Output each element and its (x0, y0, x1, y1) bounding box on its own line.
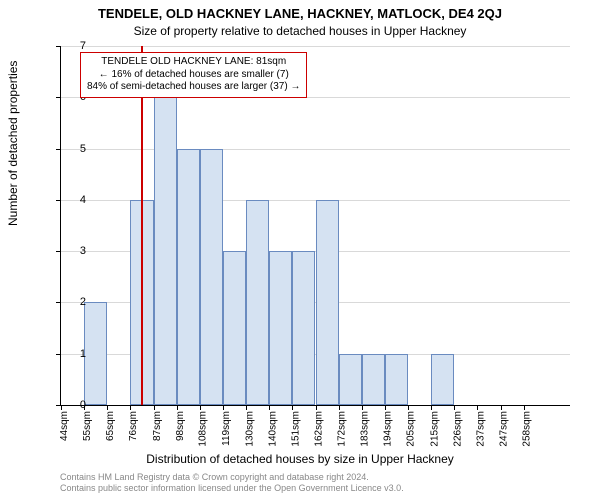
reference-line (141, 46, 143, 405)
annotation-line1: TENDELE OLD HACKNEY LANE: 81sqm (87, 56, 300, 69)
histogram-bar (223, 251, 246, 405)
xtick-mark (339, 405, 340, 410)
chart-title-sub: Size of property relative to detached ho… (0, 24, 600, 38)
ytick-label: 4 (80, 194, 86, 206)
ytick-mark (56, 251, 61, 252)
footer-line1: Contains HM Land Registry data © Crown c… (60, 472, 404, 483)
ytick-mark (56, 354, 61, 355)
ytick-label: 7 (80, 40, 86, 52)
annotation-box: TENDELE OLD HACKNEY LANE: 81sqm ← 16% of… (80, 52, 307, 98)
xtick-mark (154, 405, 155, 410)
xtick-mark (107, 405, 108, 410)
xtick-label: 183sqm (360, 411, 371, 447)
xtick-label: 151sqm (290, 411, 301, 447)
xtick-label: 172sqm (337, 411, 348, 447)
footer-attribution: Contains HM Land Registry data © Crown c… (60, 472, 404, 495)
xtick-mark (130, 405, 131, 410)
xtick-label: 130sqm (244, 411, 255, 447)
ytick-mark (56, 200, 61, 201)
xtick-label: 76sqm (128, 411, 139, 441)
xtick-label: 44sqm (59, 411, 70, 441)
xtick-mark (454, 405, 455, 410)
histogram-bar (154, 97, 177, 405)
ytick-label: 1 (80, 348, 86, 360)
xtick-label: 205sqm (406, 411, 417, 447)
xtick-mark (269, 405, 270, 410)
histogram-bar (339, 354, 362, 405)
ytick-label: 5 (80, 143, 86, 155)
xtick-label: 258sqm (522, 411, 533, 447)
x-axis-label: Distribution of detached houses by size … (0, 452, 600, 466)
ytick-label: 3 (80, 245, 86, 257)
histogram-bar (269, 251, 292, 405)
histogram-bar (84, 302, 107, 405)
plot-area: 44sqm55sqm65sqm76sqm87sqm98sqm108sqm119s… (60, 46, 570, 406)
ytick-label: 2 (80, 296, 86, 308)
chart-title-main: TENDELE, OLD HACKNEY LANE, HACKNEY, MATL… (0, 6, 600, 21)
ytick-mark (56, 149, 61, 150)
histogram-bar (246, 200, 269, 405)
ytick-label: 0 (80, 399, 86, 411)
xtick-label: 140sqm (267, 411, 278, 447)
xtick-mark (61, 405, 62, 410)
xtick-mark (246, 405, 247, 410)
annotation-line2: ← 16% of detached houses are smaller (7) (87, 69, 300, 82)
histogram-bar (385, 354, 408, 405)
xtick-label: 226sqm (452, 411, 463, 447)
xtick-mark (316, 405, 317, 410)
y-axis-label: Number of detached properties (6, 61, 20, 226)
xtick-label: 65sqm (105, 411, 116, 441)
ytick-mark (56, 46, 61, 47)
xtick-mark (524, 405, 525, 410)
xtick-mark (501, 405, 502, 410)
chart-container: TENDELE, OLD HACKNEY LANE, HACKNEY, MATL… (0, 0, 600, 500)
xtick-label: 119sqm (221, 411, 232, 446)
xtick-mark (200, 405, 201, 410)
xtick-mark (292, 405, 293, 410)
xtick-mark (408, 405, 409, 410)
footer-line2: Contains public sector information licen… (60, 483, 404, 494)
xtick-mark (177, 405, 178, 410)
xtick-mark (385, 405, 386, 410)
histogram-bar (177, 149, 200, 405)
histogram-bar (200, 149, 223, 405)
xtick-mark (223, 405, 224, 410)
annotation-line3: 84% of semi-detached houses are larger (… (87, 81, 300, 94)
histogram-bar (316, 200, 339, 405)
xtick-label: 55sqm (82, 411, 93, 441)
histogram-bar (431, 354, 454, 405)
xtick-label: 162sqm (314, 411, 325, 447)
ytick-mark (56, 97, 61, 98)
xtick-mark (362, 405, 363, 410)
xtick-label: 87sqm (152, 411, 163, 441)
gridline (61, 149, 570, 150)
gridline (61, 46, 570, 47)
xtick-label: 215sqm (429, 411, 440, 447)
xtick-label: 98sqm (175, 411, 186, 441)
xtick-label: 108sqm (198, 411, 209, 447)
xtick-mark (477, 405, 478, 410)
histogram-bar (362, 354, 385, 405)
xtick-label: 237sqm (475, 411, 486, 447)
xtick-label: 247sqm (499, 411, 510, 447)
xtick-mark (431, 405, 432, 410)
histogram-bar (292, 251, 315, 405)
ytick-mark (56, 302, 61, 303)
xtick-label: 194sqm (383, 411, 394, 447)
